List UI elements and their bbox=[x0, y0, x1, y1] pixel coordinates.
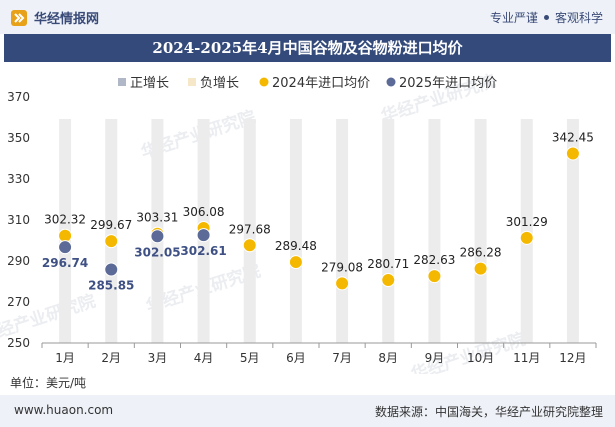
x-tick-8: 8月 bbox=[378, 351, 398, 365]
label-2024-8月: 280.71 bbox=[367, 257, 409, 271]
label-2025-3月: 302.05 bbox=[134, 245, 180, 259]
tagline-right: 客观科学 bbox=[554, 11, 603, 25]
point-2024-2月 bbox=[104, 234, 119, 249]
x-tick-7: 7月 bbox=[332, 351, 352, 365]
point-2024-9月 bbox=[427, 269, 442, 284]
chart: 华经产业研究院华经产业研究院华经产业研究院华经产业研究院华经产业研究院 2502… bbox=[0, 70, 597, 374]
legend-label-0: 正增长 bbox=[130, 76, 169, 91]
site-url: www.huaon.com bbox=[14, 403, 114, 417]
data-source: 数据来源：中国海关，华经产业研究院整理 bbox=[374, 405, 603, 419]
label-2025-2月: 285.85 bbox=[88, 279, 134, 293]
x-tick-3: 3月 bbox=[148, 351, 168, 365]
x-tick-10: 10月 bbox=[467, 351, 494, 365]
y-tick-250: 250 bbox=[7, 336, 30, 350]
column-band-9 bbox=[428, 119, 441, 343]
tagline-left: 专业严谨 bbox=[489, 11, 538, 25]
legend-label-1: 负增长 bbox=[200, 76, 239, 91]
brand: 华经情报网 bbox=[10, 8, 99, 27]
label-2024-1月: 302.32 bbox=[44, 213, 86, 227]
point-2024-6月 bbox=[288, 255, 303, 270]
legend-swatch-2 bbox=[259, 77, 269, 87]
top-bar: 华经情报网 专业严谨 客观科学 bbox=[0, 0, 615, 34]
label-2024-12月: 342.45 bbox=[552, 130, 594, 144]
x-tick-5: 5月 bbox=[240, 351, 260, 365]
separator-dot-icon bbox=[543, 15, 549, 20]
x-tick-6: 6月 bbox=[286, 351, 306, 365]
column-band-10 bbox=[474, 119, 487, 343]
footer: www.huaon.com 数据来源：中国海关，华经产业研究院整理 bbox=[0, 395, 615, 427]
label-2025-1月: 296.74 bbox=[42, 256, 88, 270]
label-2024-4月: 306.08 bbox=[183, 205, 225, 219]
point-2024-5月 bbox=[242, 238, 257, 253]
label-2024-9月: 282.63 bbox=[413, 253, 455, 267]
y-tick-270: 270 bbox=[7, 295, 30, 309]
point-2024-8月 bbox=[381, 273, 396, 288]
point-2024-7月 bbox=[335, 276, 350, 291]
x-tick-2: 2月 bbox=[101, 351, 121, 365]
y-tick-290: 290 bbox=[7, 254, 30, 268]
label-2024-6月: 289.48 bbox=[275, 239, 317, 253]
x-tick-11: 11月 bbox=[513, 351, 540, 365]
column-band-7 bbox=[336, 119, 349, 343]
y-tick-330: 330 bbox=[7, 172, 30, 186]
point-2025-4月 bbox=[196, 228, 211, 243]
point-2024-12月 bbox=[565, 146, 580, 161]
unit-label: 单位：美元/吨 bbox=[10, 376, 87, 390]
brand-name: 华经情报网 bbox=[34, 12, 100, 27]
legend-swatch-0 bbox=[118, 78, 126, 86]
y-tick-310: 310 bbox=[7, 213, 30, 227]
legend-swatch-3 bbox=[386, 77, 396, 87]
point-2025-3月 bbox=[150, 229, 165, 244]
x-tick-12: 12月 bbox=[559, 351, 586, 365]
column-band-8 bbox=[382, 119, 395, 343]
point-2024-10月 bbox=[473, 261, 488, 276]
label-2024-10月: 286.28 bbox=[460, 246, 502, 260]
column-band-2 bbox=[105, 119, 118, 343]
legend-label-2: 2024年进口均价 bbox=[272, 76, 370, 91]
column-band-12 bbox=[566, 119, 579, 343]
huajing-logo-icon bbox=[11, 9, 27, 26]
point-2024-11月 bbox=[519, 230, 534, 245]
label-2024-7月: 279.08 bbox=[321, 260, 363, 274]
label-2024-11月: 301.29 bbox=[506, 215, 548, 229]
x-tick-4: 4月 bbox=[194, 351, 214, 365]
chart-title: 2024-2025年4月中国谷物及谷物粉进口均价 bbox=[4, 34, 611, 62]
label-2025-4月: 302.61 bbox=[180, 244, 226, 258]
legend-label-3: 2025年进口均价 bbox=[399, 76, 497, 91]
point-2025-2月 bbox=[104, 262, 119, 277]
column-band-6 bbox=[289, 119, 302, 343]
point-2025-1月 bbox=[58, 240, 73, 255]
label-2024-2月: 299.67 bbox=[90, 218, 132, 232]
label-2024-5月: 297.68 bbox=[229, 222, 271, 236]
x-tick-9: 9月 bbox=[425, 351, 445, 365]
legend-swatch-1 bbox=[188, 78, 196, 86]
y-tick-350: 350 bbox=[7, 131, 30, 145]
column-band-5 bbox=[243, 119, 256, 343]
y-tick-370: 370 bbox=[7, 90, 30, 104]
tagline: 专业严谨 客观科学 bbox=[490, 9, 603, 26]
label-2024-3月: 303.31 bbox=[136, 211, 178, 225]
x-tick-1: 1月 bbox=[55, 351, 75, 365]
